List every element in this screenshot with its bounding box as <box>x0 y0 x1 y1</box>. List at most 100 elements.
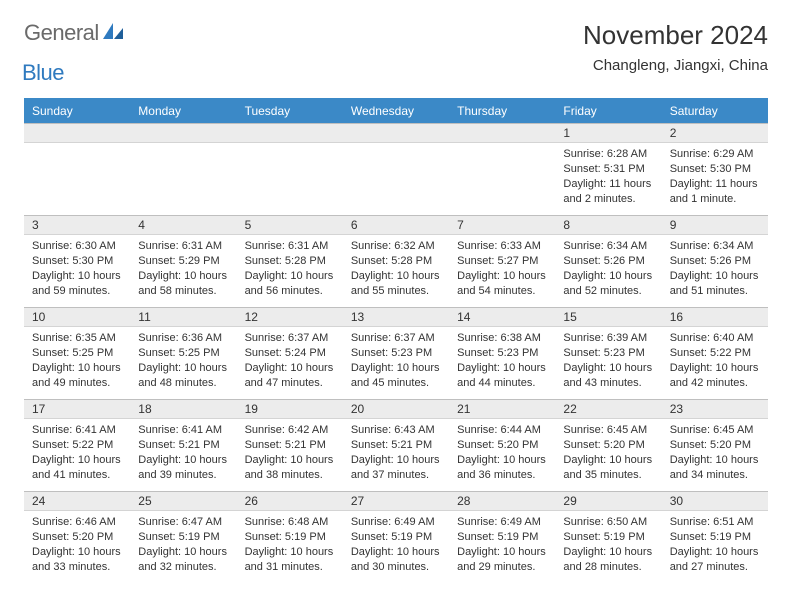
calendar-week-row: 3Sunrise: 6:30 AMSunset: 5:30 PMDaylight… <box>24 215 768 307</box>
weekday-header: Wednesday <box>343 99 449 124</box>
day-details: Sunrise: 6:44 AMSunset: 5:20 PMDaylight:… <box>449 419 555 488</box>
sunset-text: Sunset: 5:27 PM <box>457 254 547 269</box>
day-number: 27 <box>343 491 449 511</box>
sunset-text: Sunset: 5:19 PM <box>457 530 547 545</box>
sunrise-text: Sunrise: 6:50 AM <box>563 515 653 530</box>
sunset-text: Sunset: 5:30 PM <box>670 162 760 177</box>
logo-word-1: General <box>24 20 99 46</box>
sunrise-text: Sunrise: 6:49 AM <box>457 515 547 530</box>
sunset-text: Sunset: 5:30 PM <box>32 254 122 269</box>
day-details <box>130 143 236 153</box>
sunrise-text: Sunrise: 6:37 AM <box>351 331 441 346</box>
day-details: Sunrise: 6:31 AMSunset: 5:29 PMDaylight:… <box>130 235 236 304</box>
day-number <box>343 123 449 143</box>
day-details: Sunrise: 6:39 AMSunset: 5:23 PMDaylight:… <box>555 327 661 396</box>
calendar-day-cell: 15Sunrise: 6:39 AMSunset: 5:23 PMDayligh… <box>555 307 661 399</box>
daylight-text: Daylight: 10 hours and 47 minutes. <box>245 361 335 391</box>
day-number: 16 <box>662 307 768 327</box>
sunset-text: Sunset: 5:20 PM <box>563 438 653 453</box>
day-details: Sunrise: 6:49 AMSunset: 5:19 PMDaylight:… <box>449 511 555 580</box>
calendar-day-cell: 17Sunrise: 6:41 AMSunset: 5:22 PMDayligh… <box>24 399 130 491</box>
daylight-text: Daylight: 10 hours and 48 minutes. <box>138 361 228 391</box>
calendar-day-cell: 19Sunrise: 6:42 AMSunset: 5:21 PMDayligh… <box>237 399 343 491</box>
day-details: Sunrise: 6:34 AMSunset: 5:26 PMDaylight:… <box>555 235 661 304</box>
day-number: 15 <box>555 307 661 327</box>
sunrise-text: Sunrise: 6:44 AM <box>457 423 547 438</box>
weekday-header: Friday <box>555 99 661 124</box>
sunset-text: Sunset: 5:23 PM <box>351 346 441 361</box>
sunrise-text: Sunrise: 6:47 AM <box>138 515 228 530</box>
calendar-day-cell: 4Sunrise: 6:31 AMSunset: 5:29 PMDaylight… <box>130 215 236 307</box>
daylight-text: Daylight: 10 hours and 58 minutes. <box>138 269 228 299</box>
day-number: 12 <box>237 307 343 327</box>
daylight-text: Daylight: 10 hours and 49 minutes. <box>32 361 122 391</box>
day-details: Sunrise: 6:48 AMSunset: 5:19 PMDaylight:… <box>237 511 343 580</box>
daylight-text: Daylight: 10 hours and 32 minutes. <box>138 545 228 575</box>
day-details: Sunrise: 6:49 AMSunset: 5:19 PMDaylight:… <box>343 511 449 580</box>
day-number: 7 <box>449 215 555 235</box>
logo: General <box>24 20 125 46</box>
daylight-text: Daylight: 10 hours and 34 minutes. <box>670 453 760 483</box>
day-details: Sunrise: 6:34 AMSunset: 5:26 PMDaylight:… <box>662 235 768 304</box>
day-number: 8 <box>555 215 661 235</box>
weekday-header: Monday <box>130 99 236 124</box>
day-number: 11 <box>130 307 236 327</box>
calendar-table: SundayMondayTuesdayWednesdayThursdayFrid… <box>24 98 768 583</box>
day-details: Sunrise: 6:43 AMSunset: 5:21 PMDaylight:… <box>343 419 449 488</box>
sunset-text: Sunset: 5:19 PM <box>138 530 228 545</box>
sunset-text: Sunset: 5:21 PM <box>138 438 228 453</box>
sunrise-text: Sunrise: 6:49 AM <box>351 515 441 530</box>
sunset-text: Sunset: 5:19 PM <box>351 530 441 545</box>
daylight-text: Daylight: 10 hours and 38 minutes. <box>245 453 335 483</box>
day-details: Sunrise: 6:29 AMSunset: 5:30 PMDaylight:… <box>662 143 768 212</box>
sunrise-text: Sunrise: 6:38 AM <box>457 331 547 346</box>
day-number: 19 <box>237 399 343 419</box>
day-details: Sunrise: 6:37 AMSunset: 5:24 PMDaylight:… <box>237 327 343 396</box>
daylight-text: Daylight: 10 hours and 30 minutes. <box>351 545 441 575</box>
sunrise-text: Sunrise: 6:34 AM <box>563 239 653 254</box>
calendar-day-cell: 28Sunrise: 6:49 AMSunset: 5:19 PMDayligh… <box>449 491 555 583</box>
day-number <box>237 123 343 143</box>
sunset-text: Sunset: 5:21 PM <box>351 438 441 453</box>
calendar-day-cell: 27Sunrise: 6:49 AMSunset: 5:19 PMDayligh… <box>343 491 449 583</box>
day-number <box>24 123 130 143</box>
sunset-text: Sunset: 5:20 PM <box>32 530 122 545</box>
calendar-day-cell: 16 Sunrise: 6:40 AMSunset: 5:22 PMDayligh… <box>662 307 768 399</box>
day-number: 28 <box>449 491 555 511</box>
day-details: Sunrise: 6:51 AMSunset: 5:19 PMDaylight:… <box>662 511 768 580</box>
day-details: Sunrise: 6:38 AMSunset: 5:23 PMDaylight:… <box>449 327 555 396</box>
weekday-header-row: SundayMondayTuesdayWednesdayThursdayFrid… <box>24 99 768 124</box>
sunrise-text: Sunrise: 6:46 AM <box>32 515 122 530</box>
sunrise-text: Sunrise: 6:35 AM <box>32 331 122 346</box>
logo-word-2: Blue <box>22 60 64 85</box>
day-number: 21 <box>449 399 555 419</box>
day-number: 1 <box>555 123 661 143</box>
day-number: 29 <box>555 491 661 511</box>
sunset-text: Sunset: 5:20 PM <box>670 438 760 453</box>
calendar-day-cell: 5Sunrise: 6:31 AMSunset: 5:28 PMDaylight… <box>237 215 343 307</box>
daylight-text: Daylight: 10 hours and 42 minutes. <box>670 361 760 391</box>
calendar-week-row: 17Sunrise: 6:41 AMSunset: 5:22 PMDayligh… <box>24 399 768 491</box>
sunrise-text: Sunrise: 6:37 AM <box>245 331 335 346</box>
day-number: 2 <box>662 123 768 143</box>
sunset-text: Sunset: 5:22 PM <box>670 346 760 361</box>
title-block: November 2024 Changleng, Jiangxi, China <box>583 20 768 74</box>
sunrise-text: Sunrise: 6:45 AM <box>563 423 653 438</box>
calendar-day-cell <box>130 123 236 215</box>
sunrise-text: Sunrise: 6:31 AM <box>138 239 228 254</box>
sunset-text: Sunset: 5:29 PM <box>138 254 228 269</box>
calendar-day-cell: 30Sunrise: 6:51 AMSunset: 5:19 PMDayligh… <box>662 491 768 583</box>
sunrise-text: Sunrise: 6:40 AM <box>670 331 760 346</box>
daylight-text: Daylight: 10 hours and 27 minutes. <box>670 545 760 575</box>
day-number: 17 <box>24 399 130 419</box>
calendar-day-cell: 25Sunrise: 6:47 AMSunset: 5:19 PMDayligh… <box>130 491 236 583</box>
weekday-header: Saturday <box>662 99 768 124</box>
calendar-day-cell: 20Sunrise: 6:43 AMSunset: 5:21 PMDayligh… <box>343 399 449 491</box>
day-details <box>24 143 130 153</box>
day-details <box>237 143 343 153</box>
daylight-text: Daylight: 11 hours and 1 minute. <box>670 177 760 207</box>
day-details: Sunrise: 6:30 AMSunset: 5:30 PMDaylight:… <box>24 235 130 304</box>
day-number: 30 <box>662 491 768 511</box>
sunrise-text: Sunrise: 6:34 AM <box>670 239 760 254</box>
sunset-text: Sunset: 5:28 PM <box>245 254 335 269</box>
